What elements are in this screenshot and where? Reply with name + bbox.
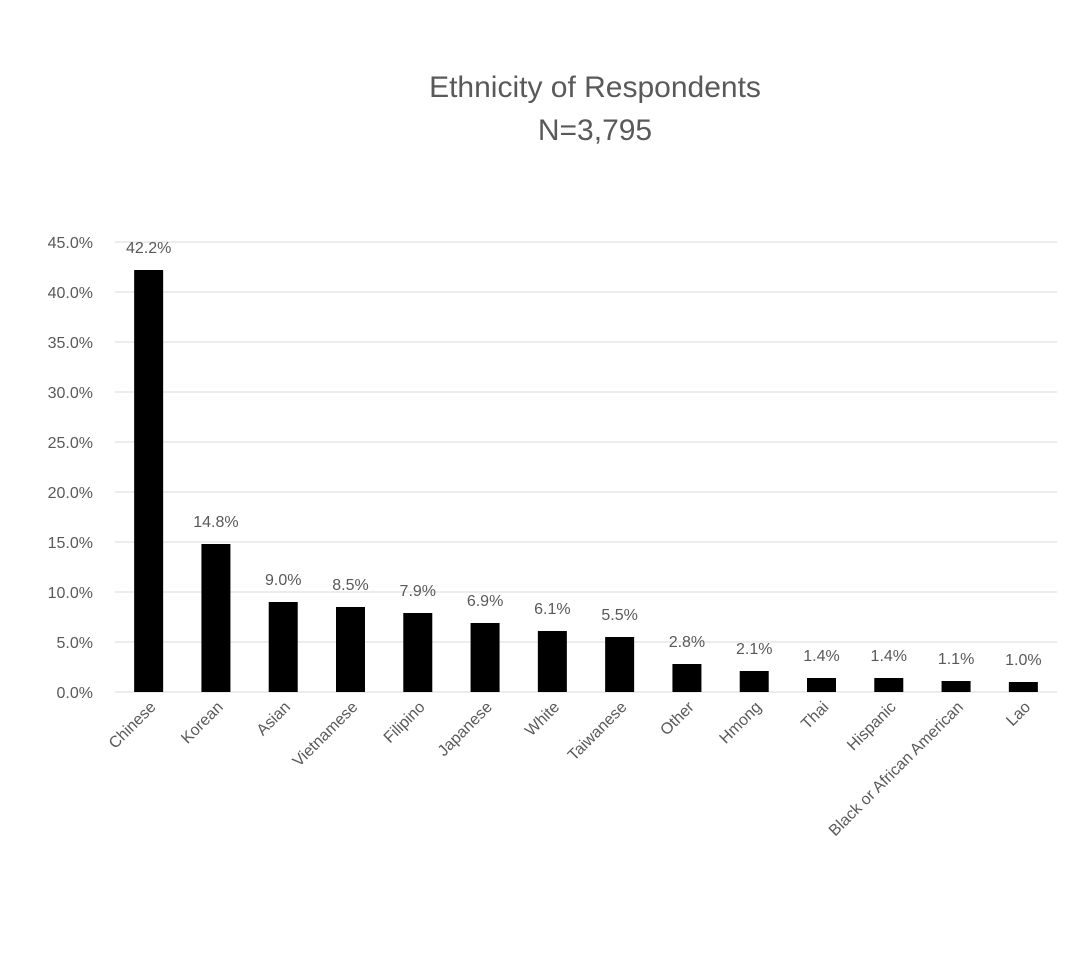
bar — [470, 623, 500, 692]
x-tick-label: Lao — [1003, 699, 1034, 730]
data-label: 6.1% — [534, 601, 570, 618]
chart-title: Ethnicity of Respondents — [429, 71, 761, 104]
bar — [807, 678, 836, 692]
data-label: 8.5% — [332, 577, 368, 594]
bar — [739, 671, 769, 692]
x-tick-label: Thai — [798, 699, 832, 733]
bar — [1008, 682, 1038, 692]
x-tick-label: White — [522, 699, 563, 740]
y-tick-label: 35.0% — [48, 335, 93, 352]
data-label: 42.2% — [126, 240, 171, 257]
y-tick-label: 10.0% — [48, 585, 93, 602]
x-tick-label: Black or African American — [826, 699, 967, 840]
y-tick-label: 40.0% — [48, 285, 93, 302]
data-label: 1.0% — [1005, 652, 1041, 669]
bar — [537, 631, 567, 692]
x-tick-label: Filipino — [381, 699, 429, 747]
y-tick-label: 30.0% — [48, 385, 93, 402]
bars — [134, 270, 1038, 692]
x-tick-label: Taiwanese — [565, 699, 631, 765]
data-labels: 42.2% 14.8% 9.0% 8.5% 7.9% 6.9% 6.1% 5.5% 2.8% 2.… — [126, 240, 1042, 669]
data-label: 2.1% — [736, 641, 772, 658]
y-tick-label: 5.0% — [57, 635, 93, 652]
x-tick-label: Hispanic — [844, 699, 899, 754]
y-tick-label: 25.0% — [48, 435, 93, 452]
x-tick-label: Other — [657, 698, 698, 739]
data-label: 6.9% — [467, 593, 503, 610]
x-tick-label: Korean — [178, 699, 227, 748]
data-label: 14.8% — [193, 514, 238, 531]
data-label: 1.4% — [871, 648, 907, 665]
y-tick-label: 0.0% — [57, 685, 93, 702]
data-label: 9.0% — [265, 572, 301, 589]
bar — [605, 637, 635, 692]
data-label: 5.5% — [601, 607, 637, 624]
gridlines — [115, 241, 1057, 693]
bar — [874, 678, 904, 692]
x-tick-label: Hmong — [717, 699, 765, 747]
x-tick-label: Vietnamese — [290, 699, 362, 771]
bar — [672, 664, 702, 692]
data-label: 7.9% — [400, 583, 436, 600]
y-axis-ticks: 0.0% 5.0% 10.0% 15.0% 20.0% 25.0% 30.0% 35.0% 40… — [48, 235, 93, 702]
bar — [268, 602, 298, 692]
data-label: 2.8% — [669, 634, 705, 651]
y-tick-label: 15.0% — [48, 535, 93, 552]
x-tick-label: Asian — [254, 699, 294, 739]
data-label: 1.4% — [803, 648, 839, 665]
bar — [201, 544, 231, 692]
bar — [134, 270, 164, 692]
y-tick-label: 20.0% — [48, 485, 93, 502]
chart-subtitle: N=3,795 — [538, 114, 652, 147]
x-tick-label: Japanese — [435, 699, 496, 760]
bar — [336, 607, 365, 692]
y-tick-label: 45.0% — [48, 235, 93, 252]
bar — [941, 681, 971, 692]
x-tick-label: Chinese — [106, 699, 160, 753]
data-label: 1.1% — [938, 651, 974, 668]
bar — [403, 613, 433, 692]
